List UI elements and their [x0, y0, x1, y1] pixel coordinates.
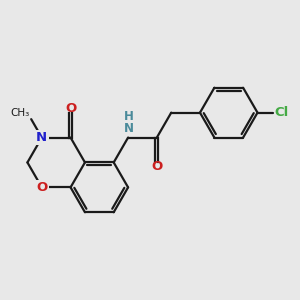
Text: N: N	[36, 131, 47, 144]
Text: Cl: Cl	[274, 106, 289, 119]
Text: O: O	[36, 181, 47, 194]
Text: O: O	[151, 160, 163, 173]
Text: CH₃: CH₃	[11, 108, 30, 118]
Text: H
N: H N	[124, 110, 134, 136]
Text: O: O	[65, 102, 76, 115]
